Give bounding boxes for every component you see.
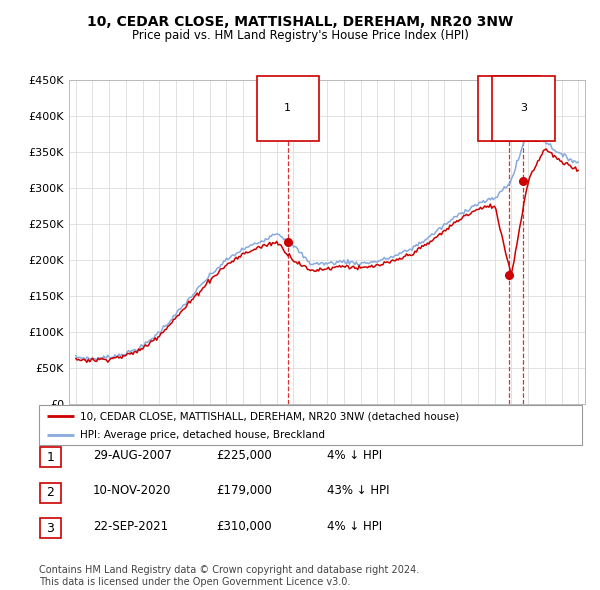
Text: 4% ↓ HPI: 4% ↓ HPI — [327, 449, 382, 462]
FancyBboxPatch shape — [40, 518, 61, 538]
Text: 29-AUG-2007: 29-AUG-2007 — [93, 449, 172, 462]
Text: 43% ↓ HPI: 43% ↓ HPI — [327, 484, 389, 497]
Text: 2: 2 — [46, 486, 55, 499]
Text: Contains HM Land Registry data © Crown copyright and database right 2024.
This d: Contains HM Land Registry data © Crown c… — [39, 565, 419, 587]
Text: £179,000: £179,000 — [216, 484, 272, 497]
Text: 3: 3 — [520, 103, 527, 113]
FancyBboxPatch shape — [40, 447, 61, 467]
FancyBboxPatch shape — [40, 483, 61, 503]
Text: 10, CEDAR CLOSE, MATTISHALL, DEREHAM, NR20 3NW (detached house): 10, CEDAR CLOSE, MATTISHALL, DEREHAM, NR… — [80, 411, 459, 421]
Text: £310,000: £310,000 — [216, 520, 272, 533]
Text: Price paid vs. HM Land Registry's House Price Index (HPI): Price paid vs. HM Land Registry's House … — [131, 30, 469, 42]
Text: 1: 1 — [46, 451, 55, 464]
Text: 22-SEP-2021: 22-SEP-2021 — [93, 520, 168, 533]
Text: 10, CEDAR CLOSE, MATTISHALL, DEREHAM, NR20 3NW: 10, CEDAR CLOSE, MATTISHALL, DEREHAM, NR… — [87, 15, 513, 29]
Text: £225,000: £225,000 — [216, 449, 272, 462]
Text: 1: 1 — [284, 103, 291, 113]
Text: 4% ↓ HPI: 4% ↓ HPI — [327, 520, 382, 533]
Text: HPI: Average price, detached house, Breckland: HPI: Average price, detached house, Brec… — [80, 430, 325, 440]
Text: 2: 2 — [505, 103, 512, 113]
Text: 10-NOV-2020: 10-NOV-2020 — [93, 484, 172, 497]
FancyBboxPatch shape — [39, 405, 582, 445]
Text: 3: 3 — [46, 522, 55, 535]
